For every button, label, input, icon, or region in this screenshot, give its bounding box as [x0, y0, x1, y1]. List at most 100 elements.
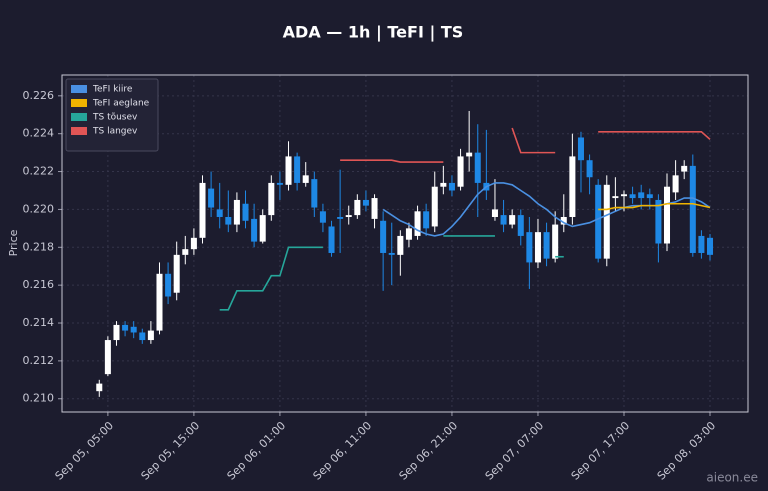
plot-frame — [61, 74, 749, 413]
candle-body — [638, 192, 645, 199]
overlay-line — [219, 246, 323, 311]
candle-body — [612, 196, 619, 199]
candle-body — [104, 340, 111, 375]
candle-body — [466, 152, 473, 157]
candle-body — [629, 194, 636, 199]
y-axis-label: Price — [7, 229, 20, 256]
candle-body — [620, 194, 628, 197]
y-tick-label: 0.216 — [23, 278, 55, 291]
y-tick-label: 0.224 — [23, 127, 55, 140]
overlay-line — [340, 159, 444, 163]
candle-body — [698, 235, 705, 253]
candle-body — [509, 215, 516, 225]
candle-body — [328, 226, 335, 253]
legend-label: TS tõusev — [92, 113, 138, 123]
candle-body — [225, 216, 232, 225]
candle-body — [603, 184, 610, 259]
candle-body — [122, 324, 129, 331]
candle-body — [96, 383, 103, 392]
candle-body — [595, 184, 602, 259]
overlay-line — [511, 127, 556, 154]
candle-body — [663, 186, 671, 244]
candle-body — [388, 252, 395, 255]
candle-body — [448, 182, 455, 191]
candle-body — [655, 199, 662, 244]
candle-body — [165, 273, 172, 297]
candle-body — [534, 232, 541, 263]
legend-label: TS langev — [92, 127, 138, 137]
candle-body — [423, 211, 430, 229]
candle-body — [414, 211, 421, 236]
candle-body — [147, 330, 154, 341]
candle-body — [569, 156, 576, 217]
candle-body — [156, 273, 163, 331]
candle-body — [646, 194, 653, 199]
candle-body — [139, 332, 146, 341]
candle-body — [130, 326, 137, 333]
candle-body — [526, 232, 533, 263]
overlay-line — [598, 202, 711, 211]
candle-body — [586, 160, 593, 178]
candle-body — [311, 179, 318, 208]
candle-body — [491, 209, 498, 217]
candle-body — [113, 324, 120, 341]
legend-swatch — [71, 85, 87, 93]
candle-body — [405, 228, 412, 240]
candle-body — [251, 218, 258, 242]
legend: TeFI kiire TeFI aeglane TS tõusev TS langev — [65, 78, 159, 152]
candle-body — [337, 216, 344, 219]
candle-body — [302, 175, 309, 183]
legend-swatch — [71, 113, 87, 121]
candle-body — [208, 188, 215, 208]
y-tick-label: 0.226 — [23, 89, 55, 102]
candle-body — [371, 198, 378, 219]
candle-body — [500, 215, 507, 225]
candle-body — [233, 199, 240, 225]
candle-body — [259, 215, 266, 242]
y-tick-label: 0.218 — [23, 240, 55, 253]
candle-body — [319, 211, 326, 223]
candle-body — [285, 156, 292, 185]
candle-body — [397, 235, 404, 255]
candle-body — [517, 215, 524, 236]
candle-body — [276, 182, 283, 185]
candle-body — [457, 156, 464, 187]
candle-body — [380, 220, 387, 253]
y-tick-label: 0.214 — [23, 316, 55, 329]
legend-label: TeFI aeglane — [92, 99, 150, 109]
candle-body — [543, 232, 550, 259]
candle-body — [706, 237, 714, 255]
candle-body — [672, 175, 679, 193]
y-tick-label: 0.212 — [23, 354, 55, 367]
candle-body — [190, 237, 197, 250]
candle-body — [173, 254, 180, 293]
candle-body — [681, 165, 688, 172]
legend-label: TeFI kiire — [92, 85, 133, 95]
candle-body — [216, 209, 223, 217]
y-tick-label: 0.222 — [23, 165, 55, 178]
candle-body — [268, 182, 275, 216]
legend-box — [65, 78, 159, 152]
candle-body — [362, 199, 369, 206]
chart-title: ADA — 1h | TeFI | TS — [283, 23, 464, 43]
candle-body — [560, 216, 567, 225]
candle-body — [577, 137, 584, 161]
candle-body — [354, 199, 361, 216]
candle-body — [182, 249, 189, 255]
candle-body — [199, 182, 206, 238]
candle-body — [294, 156, 301, 183]
candle-body — [345, 215, 352, 217]
candle-body — [242, 203, 249, 221]
watermark: aieon.ee — [706, 471, 758, 485]
candle-body — [552, 224, 559, 259]
legend-swatch — [71, 99, 87, 107]
legend-swatch — [71, 127, 87, 135]
candle-body — [440, 182, 447, 187]
overlay-line — [598, 130, 711, 140]
candle-body — [474, 152, 481, 183]
y-tick-label: 0.220 — [23, 202, 55, 215]
y-tick-label: 0.210 — [23, 392, 55, 405]
candle-body — [431, 186, 438, 227]
